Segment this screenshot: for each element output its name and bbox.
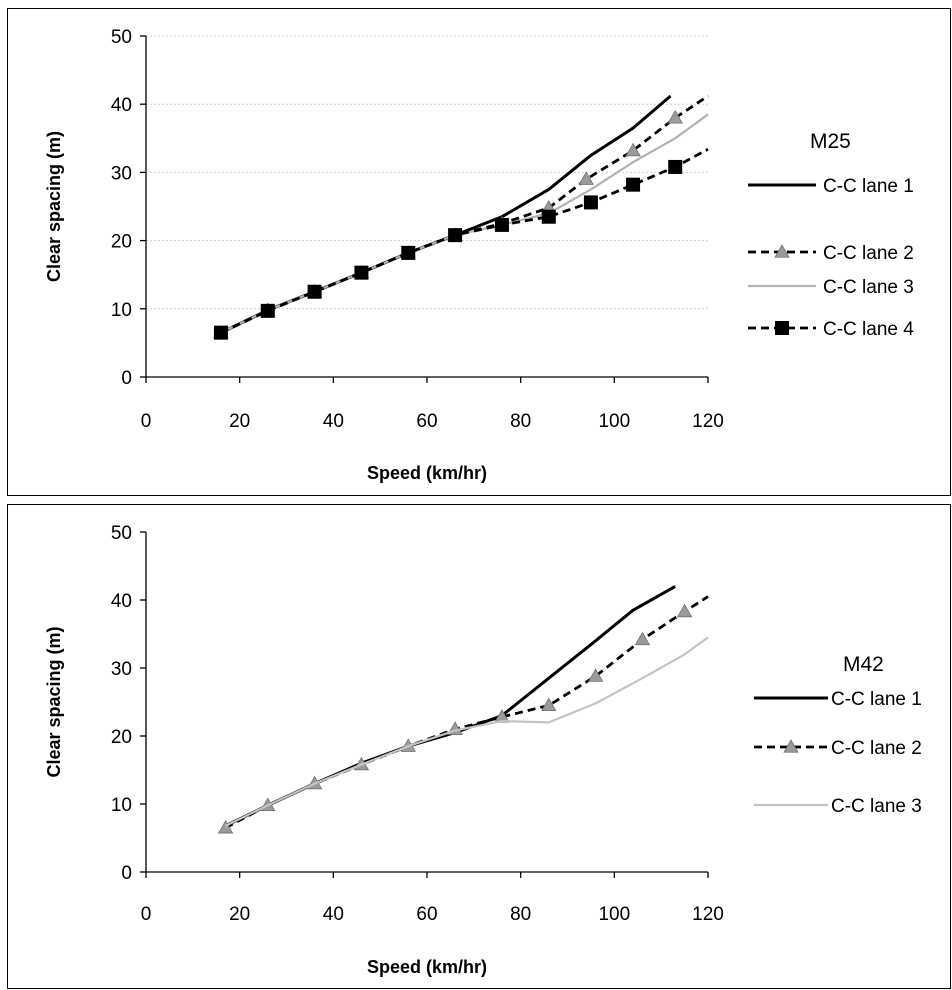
data-point <box>634 631 651 646</box>
data-point <box>583 195 598 210</box>
data-point <box>494 217 509 232</box>
y-tick-label: 40 <box>111 95 132 116</box>
x-tick-label: 120 <box>692 411 724 432</box>
y-tick-label: 0 <box>121 368 132 389</box>
data-point <box>676 603 693 618</box>
x-tick-label: 20 <box>229 411 250 432</box>
x-tick-label: 120 <box>692 904 724 925</box>
data-point <box>578 171 594 185</box>
legend-label: C-C lane 3 <box>823 277 914 298</box>
y-tick-label: 40 <box>111 591 132 612</box>
y-tick-label: 30 <box>111 659 132 680</box>
legend-label: C-C lane 2 <box>823 243 914 264</box>
x-tick-label: 0 <box>141 411 152 432</box>
y-tick-label: 30 <box>111 163 132 184</box>
series-line <box>220 147 709 334</box>
chart-panel-m42: 0 10 20 30 40 50 0 20 40 60 80 100 120 Speed (km/hr) C… <box>7 504 951 989</box>
y-tick-label: 10 <box>111 795 132 816</box>
x-tick-label: 100 <box>598 904 630 925</box>
series-line <box>224 595 709 830</box>
x-tick-label: 100 <box>598 411 630 432</box>
x-tick-label: 40 <box>323 904 344 925</box>
chart-panel-m25: 0 10 20 30 40 50 0 20 40 60 80 100 120 Speed (km/hr) C… <box>7 8 951 496</box>
x-tick-label: 60 <box>416 411 437 432</box>
legend-label: C-C lane 2 <box>831 738 922 759</box>
data-point <box>626 177 641 192</box>
chart-m25: 0 10 20 30 40 50 0 20 40 60 80 100 120 Speed (km/hr) C… <box>44 27 914 483</box>
y-tick-label: 20 <box>111 727 132 748</box>
legend-swatch-marker <box>775 321 789 335</box>
legend-label: C-C lane 1 <box>831 689 922 710</box>
data-point <box>448 228 463 243</box>
data-point <box>667 110 683 124</box>
data-point <box>260 303 275 318</box>
legend-label: C-C lane 4 <box>823 319 914 340</box>
legend-title: M42 <box>843 653 884 676</box>
y-tick-label: 0 <box>121 863 132 884</box>
legend-title: M25 <box>810 130 851 153</box>
legend-swatch-marker <box>783 739 799 753</box>
y-tick-label: 10 <box>111 300 132 321</box>
x-axis-title: Speed (km/hr) <box>367 463 487 483</box>
data-point <box>307 284 322 299</box>
chart-m42: 0 10 20 30 40 50 0 20 40 60 80 100 120 Speed (km/hr) C… <box>44 523 922 977</box>
x-tick-label: 80 <box>510 411 531 432</box>
series-line <box>220 94 672 335</box>
x-tick-label: 0 <box>141 904 152 925</box>
x-tick-label: 40 <box>323 411 344 432</box>
x-tick-label: 80 <box>510 904 531 925</box>
y-axis-title: Clear spacing (m) <box>44 626 64 777</box>
legend-label: C-C lane 1 <box>823 176 914 197</box>
x-axis-title: Speed (km/hr) <box>367 957 487 977</box>
data-point <box>217 819 234 834</box>
series-line <box>225 636 709 827</box>
data-point <box>213 325 228 340</box>
data-point <box>541 697 557 712</box>
x-tick-label: 60 <box>416 904 437 925</box>
y-tick-label: 50 <box>111 523 132 544</box>
data-point <box>354 265 369 280</box>
y-tick-label: 50 <box>111 27 132 48</box>
data-point <box>494 709 510 723</box>
y-axis-title: Clear spacing (m) <box>44 131 64 282</box>
data-point <box>587 668 604 682</box>
series-line <box>220 94 709 334</box>
data-point <box>541 209 556 224</box>
data-point <box>625 142 641 157</box>
y-tick-label: 20 <box>111 232 132 253</box>
x-tick-label: 20 <box>229 904 250 925</box>
series-line <box>224 585 676 828</box>
legend-label: C-C lane 3 <box>831 796 922 817</box>
data-point <box>668 159 683 174</box>
legend-swatch-marker <box>774 244 790 258</box>
data-point <box>401 245 416 260</box>
